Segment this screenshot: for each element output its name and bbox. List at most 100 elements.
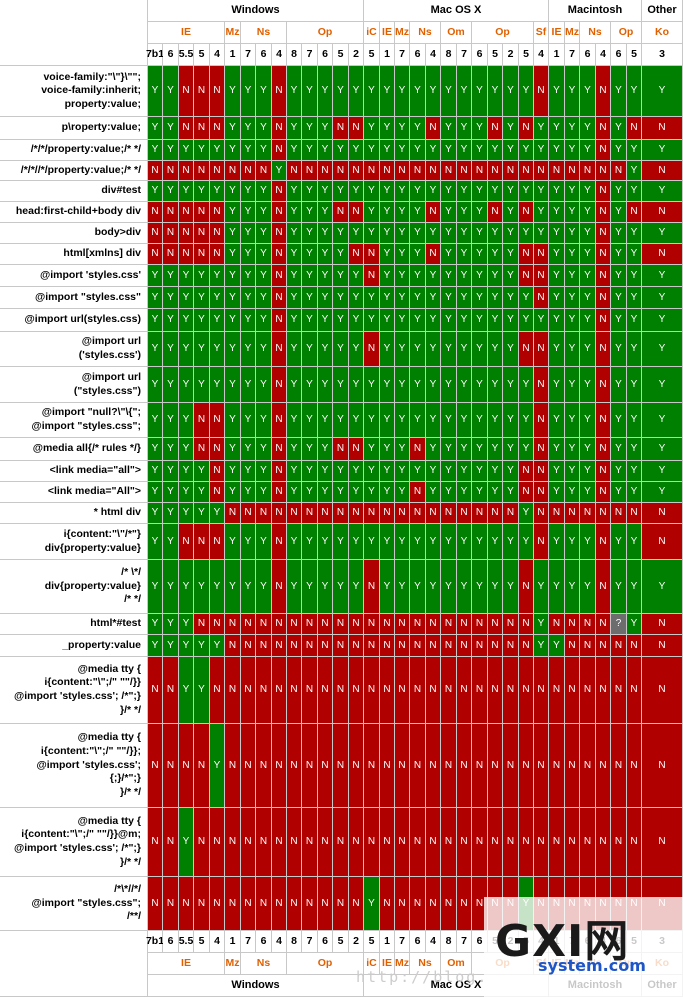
support-cell: N — [272, 438, 287, 461]
support-cell: Y — [534, 309, 549, 332]
row-label: * html div — [0, 503, 148, 524]
support-cell: Y — [272, 161, 287, 181]
support-cell: N — [534, 332, 549, 367]
support-cell: Y — [241, 438, 256, 461]
support-cell: Y — [148, 635, 163, 657]
row-label: i{content:"\"/*"} div{property:value} — [0, 524, 148, 560]
support-cell: Y — [225, 140, 241, 161]
row-label: /* \*/ div{property:value} /* */ — [0, 560, 148, 614]
support-cell: Y — [580, 438, 596, 461]
support-cell: Y — [225, 524, 241, 560]
support-cell: N — [210, 438, 225, 461]
support-cell: Y — [210, 265, 225, 287]
support-cell: N — [441, 877, 457, 931]
support-cell: Y — [256, 482, 272, 503]
support-cell: Y — [349, 223, 364, 244]
support-cell: N — [596, 657, 611, 724]
support-cell: Y — [611, 461, 627, 482]
support-cell: N — [256, 614, 272, 635]
support-cell: Y — [349, 66, 364, 117]
support-cell: Y — [410, 223, 426, 244]
browser-footer: IE — [380, 953, 395, 975]
browser-header: Sf — [534, 22, 549, 44]
support-cell: Y — [410, 461, 426, 482]
support-cell: Y — [395, 524, 410, 560]
support-cell: Y — [179, 287, 194, 309]
support-cell: Y — [256, 560, 272, 614]
support-cell: Y — [426, 524, 441, 560]
support-cell: N — [457, 657, 472, 724]
support-cell: Y — [302, 265, 318, 287]
support-cell: Y — [426, 265, 441, 287]
support-cell: Y — [163, 438, 179, 461]
support-cell: Y — [580, 482, 596, 503]
version-header: 1 — [380, 44, 395, 66]
support-cell: Y — [302, 560, 318, 614]
support-cell: Y — [225, 482, 241, 503]
support-cell: N — [503, 614, 519, 635]
support-cell: Y — [503, 367, 519, 403]
support-cell: Y — [565, 482, 580, 503]
support-cell: Y — [318, 367, 333, 403]
support-cell: N — [596, 117, 611, 140]
support-cell: N — [488, 202, 503, 223]
support-cell: N — [163, 202, 179, 223]
support-cell: Y — [349, 367, 364, 403]
support-cell: N — [241, 877, 256, 931]
support-cell: N — [596, 438, 611, 461]
support-cell: N — [225, 808, 241, 877]
support-cell: Y — [163, 66, 179, 117]
support-cell: N — [194, 244, 210, 265]
support-cell: Y — [534, 560, 549, 614]
support-cell: Y — [380, 66, 395, 117]
support-cell: N — [395, 877, 410, 931]
support-cell: N — [519, 117, 534, 140]
support-cell: N — [364, 614, 380, 635]
support-cell: Y — [148, 503, 163, 524]
support-cell: Y — [148, 265, 163, 287]
support-cell: Y — [410, 140, 426, 161]
support-cell: Y — [302, 66, 318, 117]
support-cell: N — [488, 161, 503, 181]
support-cell: N — [364, 244, 380, 265]
support-cell: Y — [333, 524, 349, 560]
version-header: 4 — [534, 44, 549, 66]
support-cell: N — [163, 244, 179, 265]
support-cell: Y — [225, 181, 241, 202]
support-cell: Y — [488, 524, 503, 560]
support-cell: Y — [580, 560, 596, 614]
support-cell: Y — [457, 482, 472, 503]
support-cell: Y — [580, 117, 596, 140]
support-cell: Y — [565, 66, 580, 117]
support-cell: Y — [210, 560, 225, 614]
support-cell: Y — [549, 438, 565, 461]
support-cell: N — [642, 614, 683, 635]
browser-header: iC — [364, 22, 380, 44]
support-cell: N — [441, 635, 457, 657]
browser-header: Mz — [565, 22, 580, 44]
support-cell: N — [596, 287, 611, 309]
support-cell: N — [565, 614, 580, 635]
support-cell: N — [441, 503, 457, 524]
support-cell: Y — [642, 309, 683, 332]
support-cell: N — [225, 503, 241, 524]
support-cell: N — [364, 265, 380, 287]
support-cell: Y — [395, 560, 410, 614]
version-footer: 7b1 — [146, 931, 164, 953]
support-cell: Y — [580, 403, 596, 438]
support-cell: N — [611, 503, 627, 524]
support-cell: Y — [194, 140, 210, 161]
support-cell: Y — [549, 265, 565, 287]
support-cell: N — [534, 66, 549, 117]
support-cell: N — [364, 560, 380, 614]
support-cell: Y — [627, 140, 642, 161]
support-cell: N — [565, 657, 580, 724]
support-cell: Y — [241, 202, 256, 223]
support-cell: Y — [194, 181, 210, 202]
support-cell: Y — [503, 244, 519, 265]
support-cell: N — [611, 635, 627, 657]
version-footer: 7 — [241, 931, 256, 953]
support-cell: N — [457, 808, 472, 877]
support-cell: Y — [580, 202, 596, 223]
